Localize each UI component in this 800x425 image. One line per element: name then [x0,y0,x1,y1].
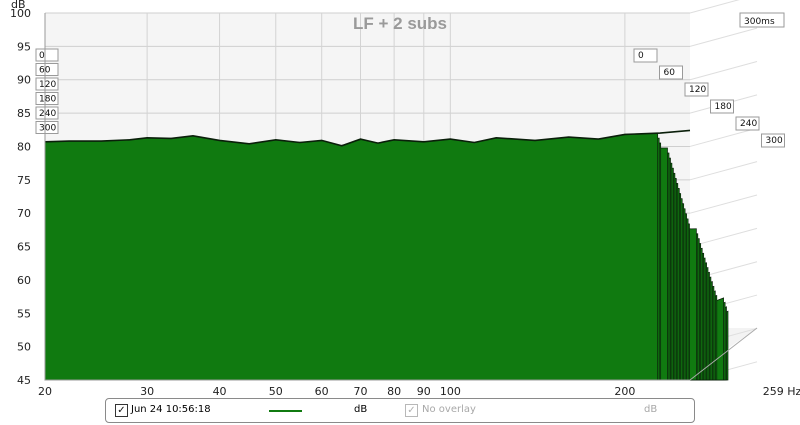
time-tick-box-right [684,82,709,97]
time-tick-box-right [761,133,785,148]
legend-entry2-label: No overlay [422,404,476,415]
legend-entry1-line-swatch [269,410,302,412]
y-gridline-side [689,0,740,14]
waterfall-slice [44,132,659,381]
x-tick-label: 50 [269,385,283,398]
y-tick-label: 85 [17,107,31,120]
time-tick-label-left: 0 [39,51,45,61]
legend-entry1-checkbox[interactable]: ✓ [115,404,128,417]
time-tick-label-right: 60 [664,68,676,78]
time-tick-label-right: 0 [638,51,644,61]
time-tick-box-left [35,48,59,62]
legend-entry2-unit: dB [644,404,658,415]
x-axis-end-label: 259 Hz [763,385,800,398]
legend-entry1-unit: dB [354,404,368,415]
time-tick-box-right [735,116,760,131]
x-tick-label: 70 [354,385,368,398]
x-tick-label: 90 [417,385,431,398]
y-gridline-side [689,27,758,47]
y-tick-label: 100 [10,7,31,20]
x-tick-label: 60 [315,385,329,398]
legend-entry1-label[interactable]: Jun 24 10:56:18 [131,404,211,415]
time-tick-box-left [35,92,59,105]
time-unit-label: 300ms [744,17,775,27]
y-tick-label: 75 [17,174,31,187]
time-tick-label-left: 180 [39,95,56,105]
y-tick-label: 55 [17,307,31,320]
y-tick-label: 65 [17,241,31,254]
x-tick-label: 20 [38,385,52,398]
y-gridline-side [689,194,758,214]
time-tick-label-right: 180 [715,102,732,112]
time-tick-box-right [710,99,734,114]
y-axis-unit: dB [11,0,26,11]
y-tick-label: 70 [17,207,31,220]
time-unit-box [739,12,785,28]
time-tick-label-right: 300 [766,136,783,146]
x-tick-label: 30 [140,385,154,398]
time-tick-box-right [633,48,658,63]
y-gridline-side [689,161,758,181]
y-tick-label: 95 [17,40,31,53]
y-tick-label: 80 [17,140,31,153]
chart-title: LF + 2 subs [353,14,447,33]
time-tick-box-left [35,121,59,134]
front-slice-outline [44,129,691,147]
time-tick-label-right: 120 [689,85,706,95]
y-tick-label: 60 [17,274,31,287]
x-tick-label: 100 [440,385,461,398]
time-tick-box-left [35,77,59,91]
y-gridline-side [689,61,758,81]
x-tick-label: 40 [213,385,227,398]
time-tick-box-right [659,65,683,80]
time-tick-label-left: 240 [39,109,56,119]
time-tick-label-left: 300 [39,124,56,134]
y-gridline-side [689,227,758,248]
y-tick-label: 45 [17,374,31,387]
time-tick-label-right: 240 [740,119,757,129]
time-tick-box-left [35,63,59,76]
y-tick-label: 50 [17,341,31,354]
time-tick-label-left: 120 [39,80,56,90]
x-tick-label: 80 [387,385,401,398]
x-tick-label: 200 [614,385,635,398]
legend-entry2-checkbox[interactable]: ✓ [405,404,418,417]
waterfall-surface [44,129,729,381]
legend-panel: ✓ Jun 24 10:56:18 dB ✓ No overlay dB [105,398,695,423]
y-gridline-side [689,127,758,147]
y-tick-label: 90 [17,74,31,87]
time-tick-box-left [35,106,59,120]
depth-axis-line [689,327,758,381]
